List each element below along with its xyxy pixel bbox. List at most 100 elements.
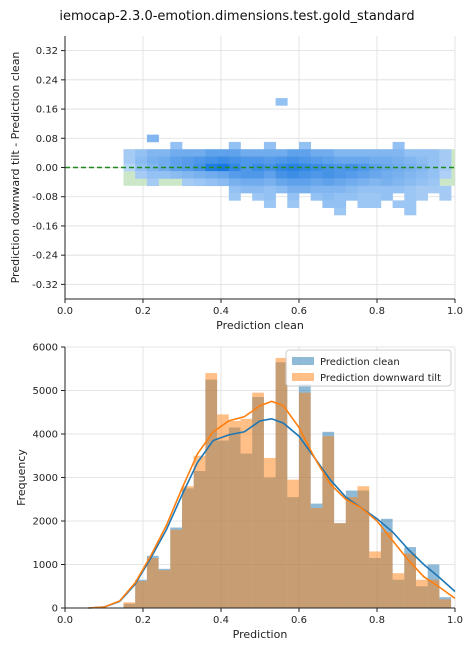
heatmap-cell: [334, 200, 347, 208]
heatmap-cell: [392, 163, 405, 172]
legend-label: Prediction clean: [320, 357, 400, 368]
bar-downward-tilt: [392, 573, 405, 608]
y-tick-label: 0.16: [36, 105, 58, 116]
heatmap-cell: [439, 171, 452, 179]
heatmap-cell: [146, 178, 159, 187]
heatmap-cell: [380, 149, 393, 157]
bar-downward-tilt: [416, 579, 428, 608]
heatmap-cell: [369, 171, 382, 179]
bar-downward-tilt: [240, 418, 253, 608]
x-tick-label: 0.4: [213, 306, 229, 317]
heatmap-cell: [369, 149, 382, 157]
heatmap-cell: [182, 156, 194, 165]
heatmap-cell: [205, 156, 218, 165]
heatmap-cell: [310, 185, 323, 194]
heatmap-cell: [404, 156, 417, 165]
heatmap-cell: [252, 156, 265, 165]
heatmap-cell: [263, 171, 276, 179]
heatmap-cell: [240, 185, 253, 194]
heatmap-cell: [193, 171, 206, 179]
heatmap-cell: [146, 171, 159, 179]
heatmap-cell: [322, 178, 335, 187]
bar-downward-tilt: [217, 414, 229, 608]
x-axis-label: Prediction clean: [216, 319, 304, 332]
heatmap-cell: [287, 193, 300, 201]
heatmap-cell: [334, 149, 347, 157]
bar-downward-tilt: [135, 581, 147, 608]
heatmap-cell: [240, 149, 253, 157]
x-axis-label: Prediction: [233, 628, 288, 641]
heatmap-cell: [439, 185, 452, 194]
heatmap-cell: [404, 200, 417, 208]
x-tick-label: 0.0: [57, 615, 73, 626]
bar-downward-tilt: [205, 373, 218, 608]
heatmap-cell: [123, 156, 136, 165]
heatmap-cell: [263, 149, 276, 157]
x-tick-label: 1.0: [447, 306, 463, 317]
bar-downward-tilt: [228, 420, 241, 608]
heatmap-cell: [135, 149, 148, 157]
heatmap-cell: [287, 200, 300, 208]
heatmap-cell: [299, 178, 311, 187]
bar-downward-tilt: [322, 436, 335, 608]
heatmap-cell: [170, 149, 183, 157]
heatmap-cell: [380, 156, 393, 165]
heatmap-cell: [345, 156, 358, 165]
x-tick-label: 0.0: [57, 306, 73, 317]
heatmap-cell: [287, 178, 300, 187]
heatmap-cell: [217, 163, 230, 172]
heatmap-cell: [322, 185, 335, 194]
heatmap-cell: [439, 156, 452, 165]
heatmap-cell: [357, 200, 370, 208]
heatmap-cell: [228, 193, 241, 201]
heatmap-cell: [193, 178, 206, 187]
heatmap-cell: [392, 185, 405, 194]
heatmap-cell: [322, 193, 335, 201]
heatmap-cell: [357, 193, 370, 201]
y-tick-label: 6000: [33, 343, 58, 354]
bar-downward-tilt: [427, 579, 440, 608]
heatmap-cell: [263, 178, 276, 187]
x-tick-label: 0.4: [213, 615, 229, 626]
y-tick-label: 0.24: [36, 75, 58, 86]
x-tick-label: 0.6: [291, 306, 307, 317]
y-tick-label: 3000: [33, 473, 58, 484]
heatmap-cell: [427, 149, 440, 157]
x-tick-label: 0.2: [135, 306, 151, 317]
heatmap-cell: [310, 193, 323, 201]
heatmap-cell: [135, 171, 148, 179]
heatmap-cell: [146, 149, 159, 157]
heatmap-cell: [310, 149, 323, 157]
heatmap-cell: [310, 171, 323, 179]
heatmap-cell: [334, 193, 347, 201]
bar-downward-tilt: [182, 486, 194, 608]
heatmap-cell: [228, 178, 241, 187]
heatmap-cell: [135, 156, 148, 165]
heatmap-cell: [392, 141, 405, 150]
x-tick-label: 0.2: [135, 615, 151, 626]
heatmap-cell: [334, 171, 347, 179]
heatmap-cell: [299, 171, 311, 179]
heatmap-cell: [369, 178, 382, 187]
heatmap-cell: [217, 149, 230, 157]
y-tick-label: 0.08: [36, 134, 58, 145]
y-tick-label: 4000: [33, 430, 58, 441]
bar-downward-tilt: [287, 479, 299, 608]
bar-downward-tilt: [310, 507, 323, 608]
y-tick-label: 2000: [33, 517, 58, 528]
y-axis-label: Prediction downward tilt - Prediction cl…: [9, 52, 22, 284]
heatmap-cell: [193, 149, 206, 157]
y-tick-label: 1000: [33, 560, 58, 571]
legend-label: Prediction downward tilt: [320, 373, 441, 384]
heatmap-cell: [275, 178, 288, 187]
heatmap-cell: [123, 149, 136, 157]
heatmap-cell: [345, 193, 358, 201]
heatmap-cell: [275, 98, 288, 106]
heatmap-cell: [404, 178, 417, 187]
heatmap-cell: [228, 149, 241, 157]
heatmap-cell: [404, 207, 417, 216]
heatmap-cell: [182, 149, 194, 157]
heatmap-cell: [146, 156, 159, 165]
bar-downward-tilt: [369, 551, 381, 608]
